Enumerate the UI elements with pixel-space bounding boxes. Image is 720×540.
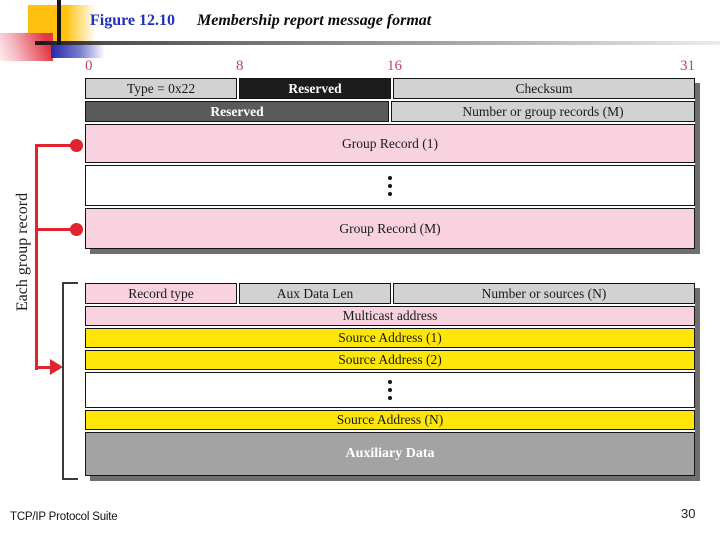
membership-report-table: Type = 0x22 Reserved Checksum Reserved N…	[85, 78, 695, 249]
figure-title-text: Membership report message format	[197, 12, 432, 29]
table-row: Source Address (1)	[85, 328, 695, 348]
connector-dot-group-record-1	[70, 139, 83, 152]
bit-tick-0: 0	[85, 58, 93, 74]
table-row	[85, 372, 695, 408]
table-row: Group Record (1)	[85, 124, 695, 163]
group-record-table: Record type Aux Data Len Number or sourc…	[85, 283, 695, 476]
decoration-red-square	[0, 33, 53, 61]
bit-tick-31: 31	[680, 58, 695, 74]
table-row: Reserved Number or group records (M)	[85, 101, 695, 122]
field-aux-data-len: Aux Data Len	[239, 283, 391, 304]
table-row: Record type Aux Data Len Number or sourc…	[85, 283, 695, 304]
field-group-record-1: Group Record (1)	[85, 124, 695, 163]
field-checksum: Checksum	[393, 78, 695, 99]
slide-title: Figure 12.10 Membership report message fo…	[90, 12, 431, 30]
ellipsis-row	[85, 165, 695, 206]
connector-arrowhead-icon	[50, 359, 63, 375]
table-row: Type = 0x22 Reserved Checksum	[85, 78, 695, 99]
decoration-vertical-line	[57, 0, 61, 57]
field-type: Type = 0x22	[85, 78, 237, 99]
connector-vertical-line	[35, 144, 38, 370]
field-number-of-sources: Number or sources (N)	[393, 283, 695, 304]
header-divider-rule	[35, 41, 720, 45]
field-group-record-m: Group Record (M)	[85, 208, 695, 249]
connector-branch-bottom	[35, 366, 52, 369]
field-record-type: Record type	[85, 283, 237, 304]
field-reserved-2: Reserved	[85, 101, 389, 122]
bracket-top-stub	[62, 282, 78, 284]
table-row: Multicast address	[85, 306, 695, 326]
table-row	[85, 165, 695, 206]
field-source-address-2: Source Address (2)	[85, 350, 695, 370]
field-auxiliary-data: Auxiliary Data	[85, 432, 695, 476]
footer-book-title: TCP/IP Protocol Suite	[10, 511, 118, 523]
field-source-address-n: Source Address (N)	[85, 410, 695, 430]
ellipsis-dots-icon	[388, 380, 392, 400]
figure-number-label: Figure 12.10	[90, 12, 176, 29]
field-multicast-address: Multicast address	[85, 306, 695, 326]
bit-ruler: 0 8 16 31	[85, 58, 695, 76]
decoration-blue-bar	[51, 45, 105, 58]
field-number-of-group-records: Number or group records (M)	[391, 101, 695, 122]
each-group-record-label: Each group record	[14, 192, 31, 312]
table-row: Group Record (M)	[85, 208, 695, 249]
page-number: 30	[681, 506, 696, 521]
table-row: Source Address (2)	[85, 350, 695, 370]
ellipsis-row	[85, 372, 695, 408]
field-source-address-1: Source Address (1)	[85, 328, 695, 348]
table-row: Source Address (N)	[85, 410, 695, 430]
bracket-bottom-stub	[62, 478, 78, 480]
ellipsis-dots-icon	[388, 175, 392, 196]
connector-dot-group-record-m	[70, 223, 83, 236]
bracket-vertical	[62, 282, 64, 480]
connector-branch-top	[35, 144, 72, 147]
bit-tick-8: 8	[236, 58, 244, 74]
connector-branch-middle	[35, 228, 72, 231]
field-reserved-1: Reserved	[239, 78, 391, 99]
table-row: Auxiliary Data	[85, 432, 695, 476]
bit-tick-16: 16	[387, 58, 402, 74]
